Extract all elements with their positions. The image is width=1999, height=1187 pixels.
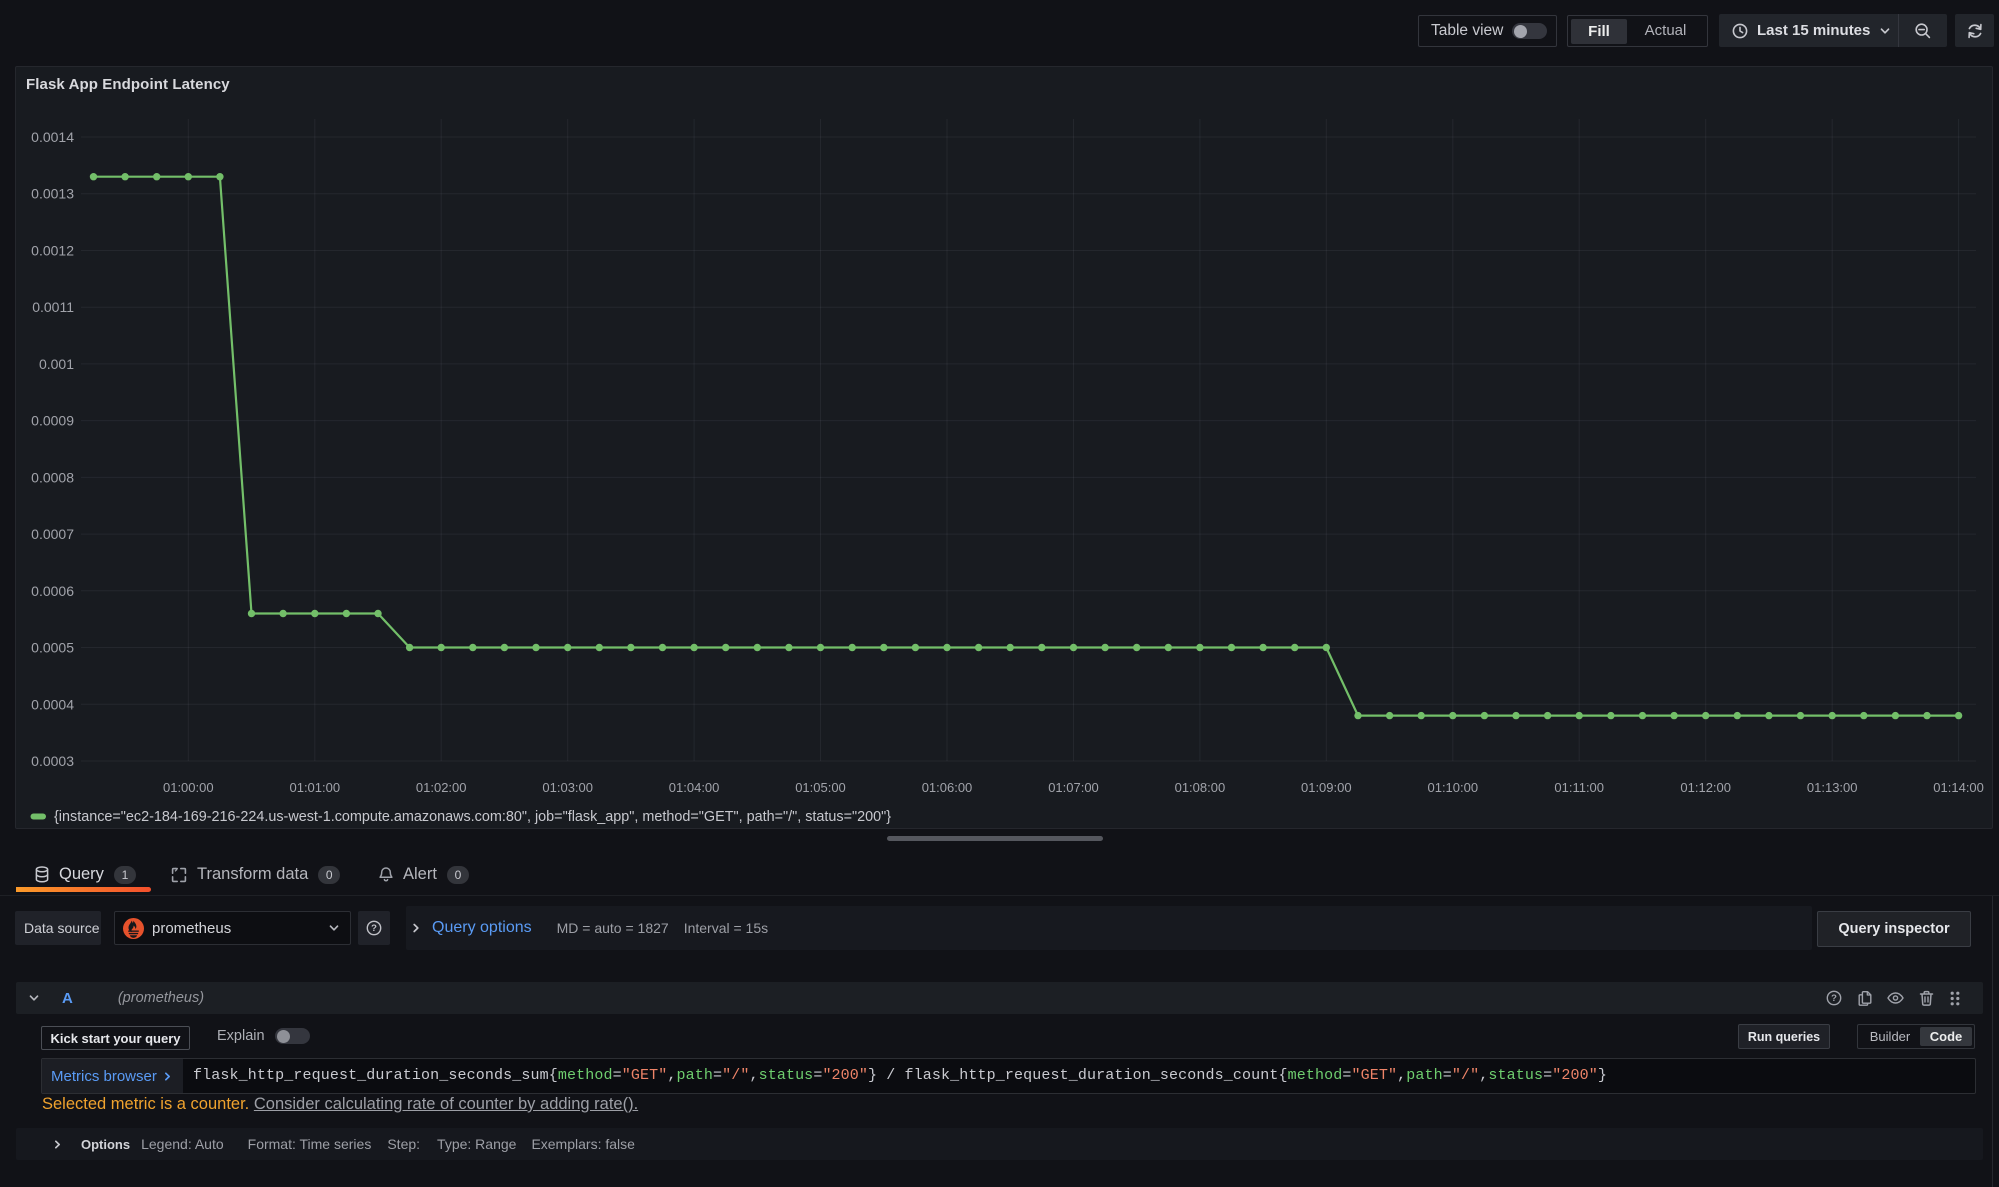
svg-text:01:05:00: 01:05:00 (795, 780, 846, 795)
svg-text:01:00:00: 01:00:00 (163, 780, 214, 795)
svg-text:0.0004: 0.0004 (31, 696, 74, 712)
svg-text:0.0012: 0.0012 (31, 243, 74, 259)
svg-text:0.0014: 0.0014 (31, 129, 74, 145)
svg-text:0.0009: 0.0009 (31, 413, 74, 429)
svg-text:0.0013: 0.0013 (31, 186, 74, 202)
svg-text:0.001: 0.001 (39, 356, 74, 372)
svg-text:0.0011: 0.0011 (32, 299, 74, 315)
svg-text:0.0006: 0.0006 (31, 583, 74, 599)
svg-text:01:07:00: 01:07:00 (1048, 780, 1099, 795)
svg-text:?: ? (1831, 993, 1837, 1004)
svg-text:01:04:00: 01:04:00 (669, 780, 720, 795)
svg-text:01:01:00: 01:01:00 (289, 780, 340, 795)
svg-text:0.0008: 0.0008 (31, 469, 74, 485)
svg-text:0.0003: 0.0003 (31, 753, 74, 769)
svg-text:01:08:00: 01:08:00 (1175, 780, 1226, 795)
svg-text:{instance="ec2-184-169-216-224: {instance="ec2-184-169-216-224.us-west-1… (54, 809, 891, 825)
svg-text:0.0005: 0.0005 (31, 640, 74, 656)
svg-text:01:09:00: 01:09:00 (1301, 780, 1352, 795)
svg-text:0.0007: 0.0007 (31, 526, 74, 542)
svg-text:01:06:00: 01:06:00 (922, 780, 973, 795)
svg-text:01:03:00: 01:03:00 (542, 780, 593, 795)
svg-text:01:14:00: 01:14:00 (1933, 780, 1984, 795)
svg-text:?: ? (371, 923, 377, 934)
svg-text:01:11:00: 01:11:00 (1554, 780, 1604, 795)
svg-text:01:02:00: 01:02:00 (416, 780, 467, 795)
svg-text:01:12:00: 01:12:00 (1680, 780, 1731, 795)
svg-text:01:10:00: 01:10:00 (1427, 780, 1478, 795)
svg-text:01:13:00: 01:13:00 (1807, 780, 1858, 795)
